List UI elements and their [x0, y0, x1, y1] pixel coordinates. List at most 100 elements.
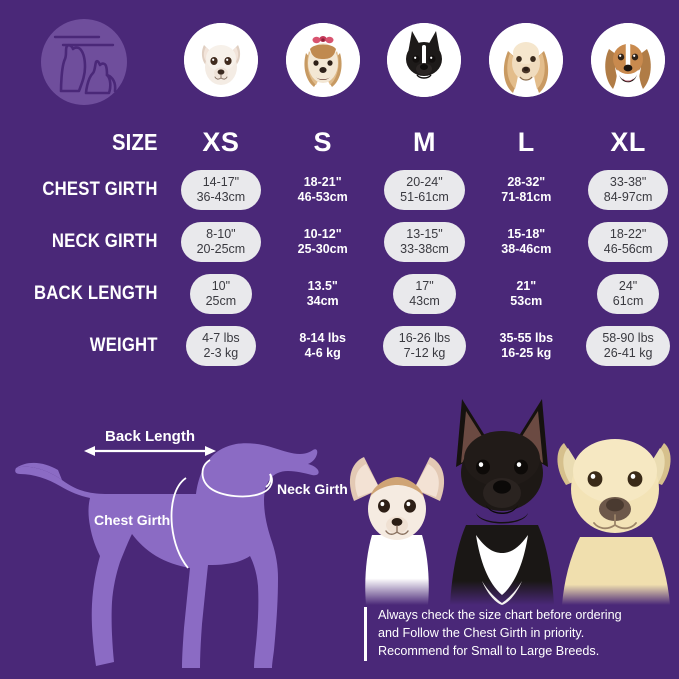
back-length-label: Back Length — [105, 428, 195, 445]
size-header-label: M — [412, 126, 436, 157]
measurement-value: 18-21" 46-53cm — [288, 170, 358, 210]
note-line-3: Recommend for Small to Large Breeds. — [378, 643, 600, 658]
measurement-value: 20-24" 51-61cm — [384, 170, 465, 210]
value-metric: 20-25cm — [196, 242, 246, 256]
measurement-value: 4-7 lbs 2-3 kg — [186, 326, 256, 366]
breed-cell-m — [374, 20, 476, 100]
value-metric: 4-6 kg — [304, 346, 341, 360]
value-imperial: 13-15" — [406, 227, 443, 242]
size-header-xl: XL — [577, 127, 679, 158]
size-header-m: M — [374, 127, 476, 158]
table-cell: 18-21" 46-53cm — [272, 170, 374, 210]
table-cell: 4-7 lbs 2-3 kg — [170, 326, 272, 366]
cocker-spaniel-photo — [489, 23, 564, 97]
table-row: WEIGHT 4-7 lbs 2-3 kg 8-14 lbs 4-6 kg — [0, 320, 679, 372]
row-label-back-length: BACK LENGTH — [34, 283, 158, 304]
value-metric: 53cm — [510, 294, 543, 308]
labrador-comparison — [557, 439, 671, 605]
table-header-row: SIZE XS S M L XL — [0, 120, 679, 164]
breed-cell-xs — [170, 20, 272, 100]
value-imperial: 24" — [618, 279, 638, 294]
table-cell: 15-18" 38-46cm — [475, 222, 577, 262]
value-imperial: 58-90 lbs — [602, 331, 654, 346]
neck-girth-label: Neck Girth — [277, 481, 348, 497]
table-cell: 35-55 lbs 16-25 kg — [475, 326, 577, 366]
chihuahua-photo — [183, 23, 258, 97]
value-metric: 36-43cm — [196, 190, 246, 204]
value-imperial: 10-12" — [303, 227, 342, 242]
table-cell: 8-10" 20-25cm — [170, 222, 272, 262]
value-metric: 26-41 kg — [603, 346, 653, 360]
size-table: SIZE XS S M L XL CHEST G — [0, 120, 679, 372]
table-cell: 20-24" 51-61cm — [374, 170, 476, 210]
value-imperial: 16-26 lbs — [398, 331, 451, 346]
chihuahua-comparison — [349, 457, 445, 605]
breed-cell-s — [272, 20, 374, 100]
chest-girth-label: Chest Girth — [94, 512, 170, 528]
value-imperial: 28-32" — [507, 175, 546, 190]
dog-and-cat-logo — [41, 19, 127, 105]
value-imperial: 14-17" — [202, 175, 240, 190]
size-header-label: S — [313, 126, 332, 157]
size-header-label: L — [517, 126, 535, 157]
table-cell: 10" 25cm — [170, 274, 272, 314]
size-header-s: S — [272, 127, 374, 158]
measurement-value: 14-17" 36-43cm — [180, 170, 262, 210]
value-metric: 46-56cm — [603, 242, 653, 256]
measurement-value: 58-90 lbs 26-41 kg — [586, 326, 670, 366]
value-imperial: 20-24" — [406, 175, 443, 190]
table-cell: 16-26 lbs 7-12 kg — [374, 326, 476, 366]
value-metric: 61cm — [612, 294, 644, 308]
table-cell: 10-12" 25-30cm — [272, 222, 374, 262]
table-cell: 13-15" 33-38cm — [374, 222, 476, 262]
measurement-value: 18-22" 46-56cm — [587, 222, 669, 262]
boston-terrier-photo — [387, 23, 462, 97]
neck-girth-line — [201, 459, 273, 498]
table-cell: 58-90 lbs 26-41 kg — [577, 326, 679, 366]
note-line-2: and Follow the Chest Girth in priority. — [378, 625, 585, 640]
size-header-xs: XS — [170, 127, 272, 158]
value-imperial: 21" — [516, 279, 537, 294]
measurement-value: 15-18" 38-46cm — [491, 222, 561, 262]
value-imperial: 8-10" — [206, 227, 236, 242]
measurement-value: 8-10" 20-25cm — [180, 222, 262, 262]
row-label-neck-girth: NECK GIRTH — [51, 231, 158, 252]
french-bulldog-comparison — [450, 399, 554, 605]
table-cell: 33-38" 84-97cm — [577, 170, 679, 210]
measurement-value: 33-38" 84-97cm — [587, 170, 669, 210]
value-imperial: 13.5" — [307, 279, 338, 294]
measurement-value: 35-55 lbs 16-25 kg — [490, 326, 564, 366]
table-cell: 17" 43cm — [374, 274, 476, 314]
measurement-value: 16-26 lbs 7-12 kg — [382, 326, 467, 366]
beagle-photo — [591, 23, 666, 97]
value-metric: 43cm — [409, 294, 440, 308]
value-imperial: 18-21" — [303, 175, 342, 190]
value-metric: 34cm — [306, 294, 339, 308]
value-metric: 51-61cm — [400, 190, 449, 204]
table-cell: 28-32" 71-81cm — [475, 170, 577, 210]
measurement-value: 28-32" 71-81cm — [491, 170, 561, 210]
table-row: NECK GIRTH 8-10" 20-25cm 10-12" 25-30cm — [0, 216, 679, 268]
row-label-weight: WEIGHT — [89, 335, 158, 356]
measurement-value: 10-12" 25-30cm — [288, 222, 358, 262]
breed-cell-l — [475, 20, 577, 100]
value-imperial: 35-55 lbs — [499, 331, 554, 346]
value-metric: 2-3 kg — [203, 346, 239, 360]
size-header-label: XL — [610, 126, 646, 157]
table-cell: 21" 53cm — [475, 274, 577, 314]
measurement-value: 13.5" 34cm — [297, 274, 349, 314]
size-corner-label: SIZE — [111, 128, 158, 155]
value-imperial: 17" — [415, 279, 434, 294]
value-metric: 25-30cm — [297, 242, 348, 256]
value-imperial: 4-7 lbs — [202, 331, 240, 346]
value-metric: 84-97cm — [603, 190, 653, 204]
measurement-value: 10" 25cm — [189, 274, 253, 314]
size-header-l: L — [475, 127, 577, 158]
value-metric: 46-53cm — [297, 190, 348, 204]
table-cell: 13.5" 34cm — [272, 274, 374, 314]
value-imperial: 15-18" — [507, 227, 546, 242]
table-row: BACK LENGTH 10" 25cm 13.5" 34cm 1 — [0, 268, 679, 320]
value-imperial: 18-22" — [609, 227, 647, 242]
measurement-value: 24" 61cm — [596, 274, 660, 314]
value-metric: 38-46cm — [501, 242, 552, 256]
